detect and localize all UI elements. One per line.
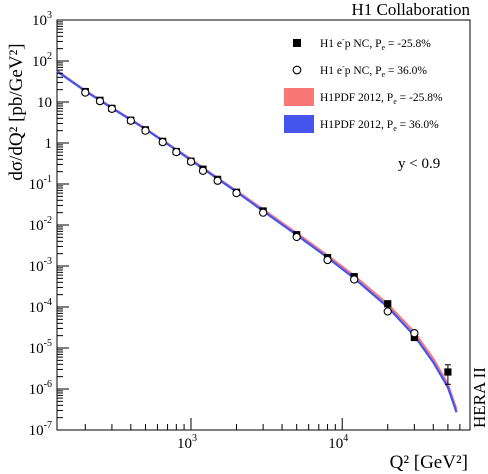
data-point-circle — [410, 329, 419, 338]
y-tick-label: 10-3 — [29, 256, 52, 275]
legend-label: H1 e-p NC, Pe = -25.8% — [320, 35, 431, 52]
y-cut-label: y < 0.9 — [398, 156, 440, 172]
data-point-circle — [258, 208, 268, 217]
data-point-circle — [350, 275, 359, 284]
legend-label: H1 e-p NC, Pe = 36.0% — [320, 62, 427, 79]
legend-marker-square — [293, 39, 301, 47]
legend: H1 e-p NC, Pe = -25.8% H1 e-p NC, Pe = 36… — [284, 35, 443, 133]
y-axis-title: dσ/dQ² [pb/GeV²] — [6, 43, 27, 180]
data-point-circle — [107, 104, 117, 114]
data-point-square — [444, 368, 452, 376]
y-tick-label: 10-5 — [29, 338, 52, 357]
legend-label: H1PDF 2012, Pe = 36.0% — [320, 119, 439, 133]
legend-swatch — [284, 88, 314, 106]
plot-border — [56, 19, 471, 431]
data-point-circle — [213, 176, 222, 185]
data-point-circle — [158, 137, 167, 147]
x-tick-label: 103 — [177, 433, 197, 452]
y-tick-label: 10 — [37, 95, 52, 111]
data-point-square — [384, 300, 392, 308]
y-tick-label: 10-6 — [29, 379, 52, 398]
data-point-circle — [81, 88, 90, 97]
data-point-circle — [383, 307, 392, 316]
legend-swatch — [284, 115, 314, 133]
data-point-circle — [141, 126, 150, 135]
collaboration-label: H1 Collaboration — [351, 0, 470, 19]
x-axis-title: Q² [GeV²] — [390, 452, 468, 473]
data-point-circle — [323, 255, 332, 265]
y-tick-label: 103 — [32, 10, 52, 29]
axis-ticks: 10310210110-110-210-310-410-510-610-7103… — [29, 10, 471, 452]
data-point-circle — [186, 157, 196, 166]
data-point-circle — [232, 188, 241, 198]
data-point-circle — [198, 166, 208, 175]
plot-frame — [56, 19, 471, 431]
y-tick-label: 10-1 — [29, 174, 52, 193]
data-points — [81, 87, 452, 385]
hera-label: HERA II — [470, 367, 488, 428]
data-point-circle — [126, 116, 135, 125]
data-point-circle — [292, 232, 301, 242]
legend-marker-circle — [292, 65, 302, 75]
y-tick-label: 1 — [45, 136, 53, 152]
y-tick-label: 102 — [32, 51, 52, 70]
data-point-circle — [95, 96, 105, 106]
legend-label: H1PDF 2012, Pe = -25.8% — [320, 92, 443, 106]
data-point-square — [410, 333, 418, 342]
x-tick-label: 104 — [328, 433, 348, 452]
y-tick-label: 10-4 — [29, 297, 52, 316]
y-tick-label: 10-7 — [29, 420, 52, 439]
data-point-circle — [172, 147, 181, 157]
y-tick-label: 10-2 — [29, 215, 52, 234]
